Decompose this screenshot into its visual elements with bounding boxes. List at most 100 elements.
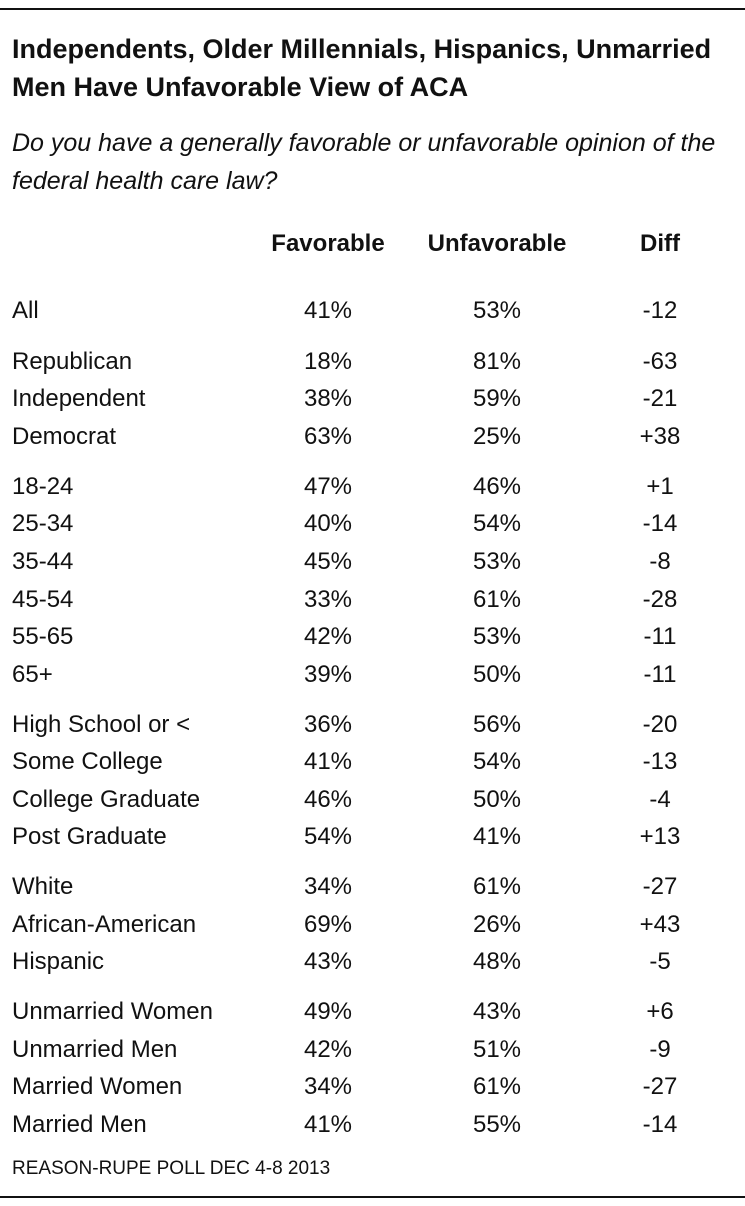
table-row: African-American 69% 26% +43 xyxy=(0,909,745,941)
unfavorable-value: 54% xyxy=(472,510,522,537)
row-label: Some College xyxy=(12,748,163,775)
row-label: White xyxy=(12,873,74,900)
diff-value: +38 xyxy=(639,423,681,450)
chart-title: Independents, Older Millennials, Hispani… xyxy=(12,34,712,102)
row-label: All xyxy=(12,297,39,324)
table-row: Married Men 41% 55% -14 xyxy=(0,1109,745,1141)
column-header-unfavorable: Unfavorable xyxy=(427,230,567,257)
table-row: Some College 41% 54% -13 xyxy=(0,746,745,778)
favorable-value: 63% xyxy=(303,423,353,450)
table-row: Republican 18% 81% -63 xyxy=(0,346,745,378)
unfavorable-value: 50% xyxy=(472,661,522,688)
diff-value: -8 xyxy=(649,548,671,575)
favorable-value: 69% xyxy=(303,911,353,938)
column-header-diff: Diff xyxy=(640,230,680,257)
row-label: 55-65 xyxy=(12,623,74,650)
diff-value: -63 xyxy=(642,348,678,375)
table-row: 35-44 45% 53% -8 xyxy=(0,546,745,578)
diff-value: -27 xyxy=(642,873,678,900)
unfavorable-value: 48% xyxy=(472,948,522,975)
table-row: Hispanic 43% 48% -5 xyxy=(0,946,745,978)
table-row: All 41% 53% -12 xyxy=(0,295,745,327)
diff-value: -13 xyxy=(642,748,678,775)
favorable-value: 33% xyxy=(303,586,353,613)
unfavorable-value: 54% xyxy=(472,748,522,775)
row-label: Married Men xyxy=(12,1111,147,1138)
row-label: Married Women xyxy=(12,1073,183,1100)
row-label: Unmarried Men xyxy=(12,1036,178,1063)
unfavorable-value: 53% xyxy=(472,623,522,650)
favorable-value: 18% xyxy=(303,348,353,375)
unfavorable-value: 59% xyxy=(472,385,522,412)
unfavorable-value: 43% xyxy=(472,998,522,1025)
favorable-value: 38% xyxy=(303,385,353,412)
unfavorable-value: 56% xyxy=(472,711,522,738)
diff-value: -4 xyxy=(649,786,671,813)
unfavorable-value: 26% xyxy=(472,911,522,938)
favorable-value: 54% xyxy=(303,823,353,850)
diff-value: +13 xyxy=(639,823,681,850)
unfavorable-value: 61% xyxy=(472,1073,522,1100)
favorable-value: 36% xyxy=(303,711,353,738)
top-rule xyxy=(0,8,745,10)
unfavorable-value: 55% xyxy=(472,1111,522,1138)
favorable-value: 40% xyxy=(303,510,353,537)
row-label: Democrat xyxy=(12,423,117,450)
chart-subtitle: Do you have a generally favorable or unf… xyxy=(12,129,716,195)
row-label: Hispanic xyxy=(12,948,105,975)
row-label: 45-54 xyxy=(12,586,74,613)
favorable-value: 42% xyxy=(303,1036,353,1063)
diff-value: -20 xyxy=(642,711,678,738)
row-label: Republican xyxy=(12,348,133,375)
table-row: Unmarried Men 42% 51% -9 xyxy=(0,1034,745,1066)
favorable-value: 34% xyxy=(303,873,353,900)
diff-value: -21 xyxy=(642,385,678,412)
favorable-value: 49% xyxy=(303,998,353,1025)
diff-value: +1 xyxy=(646,473,674,500)
row-label: High School or < xyxy=(12,711,191,738)
row-label: 18-24 xyxy=(12,473,74,500)
unfavorable-value: 53% xyxy=(472,297,522,324)
diff-value: -11 xyxy=(643,661,677,688)
column-header-favorable: Favorable xyxy=(271,230,385,257)
table-row: Post Graduate 54% 41% +13 xyxy=(0,821,745,853)
row-label: Independent xyxy=(12,385,146,412)
diff-value: -12 xyxy=(642,297,678,324)
table-row: 65+ 39% 50% -11 xyxy=(0,659,745,691)
diff-value: -5 xyxy=(649,948,671,975)
unfavorable-value: 25% xyxy=(472,423,522,450)
table-row: Independent 38% 59% -21 xyxy=(0,383,745,415)
row-label: 35-44 xyxy=(12,548,74,575)
row-label: Post Graduate xyxy=(12,823,167,850)
favorable-value: 34% xyxy=(303,1073,353,1100)
favorable-value: 46% xyxy=(303,786,353,813)
favorable-value: 42% xyxy=(303,623,353,650)
row-label: 25-34 xyxy=(12,510,74,537)
favorable-value: 43% xyxy=(303,948,353,975)
table-row: White 34% 61% -27 xyxy=(0,871,745,903)
table-row: Unmarried Women 49% 43% +6 xyxy=(0,996,745,1028)
unfavorable-value: 50% xyxy=(472,786,522,813)
table-row: 25-34 40% 54% -14 xyxy=(0,508,745,540)
diff-value: -11 xyxy=(643,623,677,650)
unfavorable-value: 46% xyxy=(472,473,522,500)
row-label: African-American xyxy=(12,911,197,938)
diff-value: -27 xyxy=(642,1073,678,1100)
unfavorable-value: 41% xyxy=(472,823,522,850)
table-row: College Graduate 46% 50% -4 xyxy=(0,784,745,816)
diff-value: -14 xyxy=(642,510,678,537)
table-row: Married Women 34% 61% -27 xyxy=(0,1071,745,1103)
diff-value: +6 xyxy=(646,998,674,1025)
table-row: Democrat 63% 25% +38 xyxy=(0,421,745,453)
unfavorable-value: 51% xyxy=(472,1036,522,1063)
bottom-rule xyxy=(0,1196,745,1198)
favorable-value: 47% xyxy=(303,473,353,500)
row-label: College Graduate xyxy=(12,786,201,813)
favorable-value: 41% xyxy=(303,748,353,775)
diff-value: +43 xyxy=(639,911,681,938)
unfavorable-value: 61% xyxy=(472,873,522,900)
favorable-value: 41% xyxy=(303,1111,353,1138)
row-label: Unmarried Women xyxy=(12,998,213,1025)
table-row: High School or < 36% 56% -20 xyxy=(0,709,745,741)
